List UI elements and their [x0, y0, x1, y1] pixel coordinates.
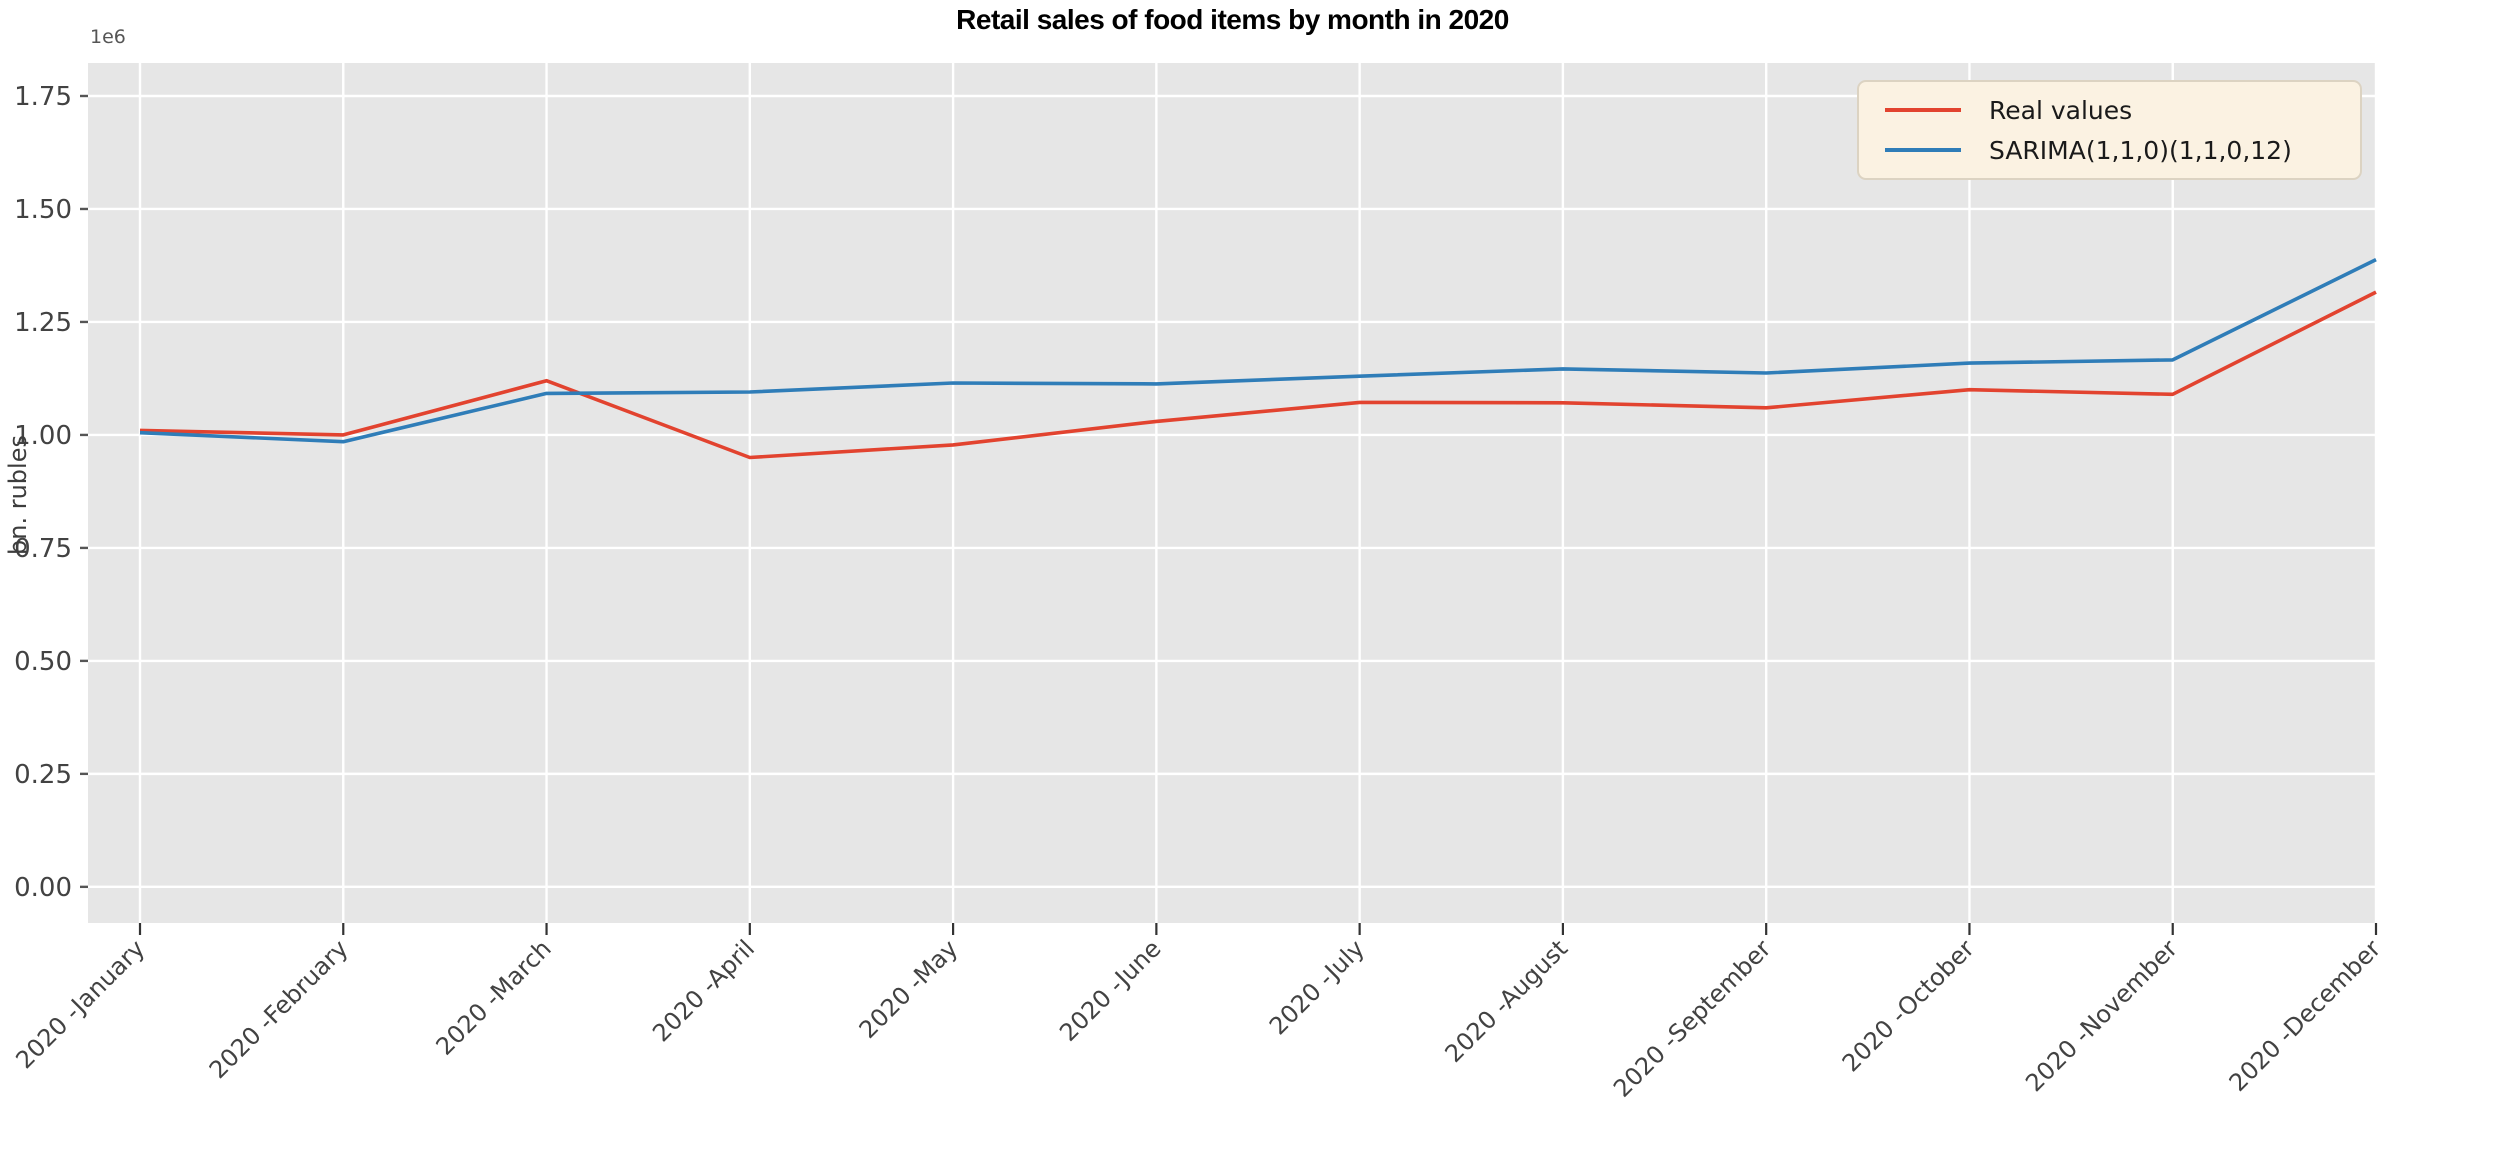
y-tick-label: 0.00 [14, 873, 72, 903]
x-tick-label: 2020 -July [1264, 934, 1370, 1040]
legend-line-sample-blue [1885, 148, 1961, 152]
x-tick-label: 2020 -December [2224, 934, 2387, 1097]
x-tick-label: 2020 -October [1837, 934, 1980, 1077]
y-tick-label: 1.75 [14, 82, 72, 112]
x-tick-label: 2020 -January [10, 934, 150, 1074]
y-tick-label: 1.50 [14, 195, 72, 225]
legend-entry-real-values: Real values [1885, 93, 2350, 127]
series-line-real-values [139, 290, 2377, 460]
x-tick-label: 2020 -November [2020, 934, 2183, 1097]
legend-box: Real values SARIMA(1,1,0)(1,1,0,12) [1857, 80, 2362, 180]
x-tick-label: 2020 -March [431, 934, 557, 1060]
chart-title: Retail sales of food items by month in 2… [956, 4, 1509, 35]
legend-label-real-values: Real values [1989, 95, 2133, 125]
y-axis-label: bn. rubles [4, 435, 32, 555]
y-axis-offset-text: 1e6 [90, 26, 126, 48]
x-tick-label: 2020 -August [1440, 934, 1574, 1068]
plot-background [88, 63, 2377, 923]
x-tick-label: 2020 -April [647, 934, 760, 1047]
x-tick-label: 2020 -May [854, 934, 964, 1044]
y-tick-label: 0.75 [14, 534, 72, 564]
x-tick-label: 2020 -February [204, 934, 354, 1084]
x-tick-label: 2020 -June [1054, 934, 1166, 1046]
series-line-sarima-1-1-0-1-1-0-12 [139, 257, 2377, 444]
y-tick-label: 0.25 [14, 760, 72, 790]
y-tick-label: 0.50 [14, 647, 72, 677]
legend-label-sarima: SARIMA(1,1,0)(1,1,0,12) [1989, 135, 2292, 165]
legend-entry-sarima: SARIMA(1,1,0)(1,1,0,12) [1885, 133, 2350, 167]
x-tick-label: 2020 -September [1608, 934, 1776, 1102]
legend-line-sample-red [1885, 108, 1961, 112]
y-tick-label: 1.25 [14, 308, 72, 338]
y-tick-label: 1.00 [14, 421, 72, 451]
